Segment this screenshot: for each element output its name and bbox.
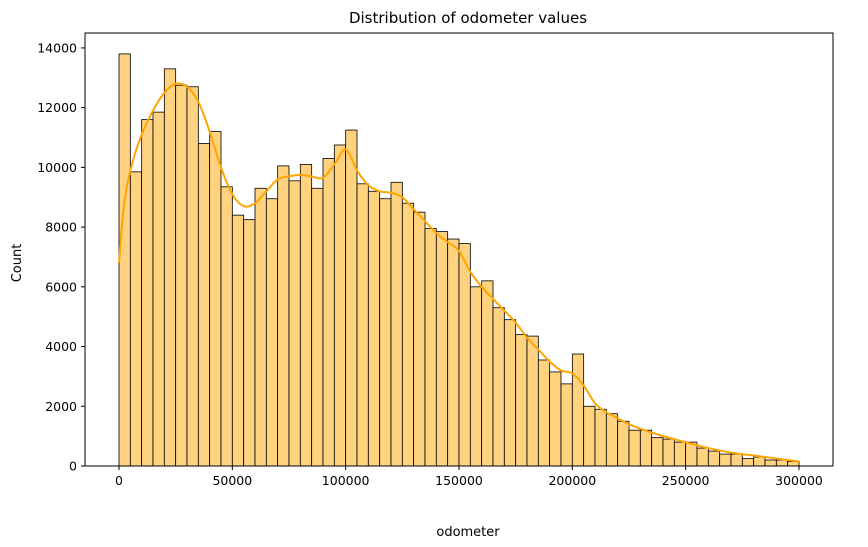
histogram-bar bbox=[741, 458, 755, 467]
y-tick-label: 12000 bbox=[37, 100, 77, 115]
histogram-bar bbox=[730, 453, 743, 467]
histogram-bar bbox=[673, 441, 687, 467]
histogram-bar bbox=[379, 198, 392, 467]
y-tick-label: 6000 bbox=[45, 279, 77, 294]
histogram-bar bbox=[481, 280, 494, 467]
x-tick-label: 300000 bbox=[775, 473, 823, 488]
histogram-bar bbox=[401, 202, 415, 467]
y-tick-label: 0 bbox=[69, 459, 77, 474]
histogram-bar bbox=[605, 413, 619, 467]
y-tick-label: 2000 bbox=[45, 399, 77, 414]
histogram-bar bbox=[288, 180, 301, 467]
histogram-bar bbox=[152, 111, 165, 467]
histogram-bar bbox=[503, 319, 517, 467]
histogram-bar bbox=[220, 186, 233, 467]
histogram-bar bbox=[413, 211, 426, 467]
y-axis-label: Count bbox=[10, 244, 25, 283]
histogram-bar bbox=[231, 214, 245, 467]
histogram-bar bbox=[583, 405, 596, 467]
histogram-bar bbox=[186, 86, 199, 467]
histogram-bar bbox=[764, 459, 777, 467]
y-tick-label: 10000 bbox=[37, 160, 77, 175]
histogram-bar bbox=[775, 459, 789, 467]
histogram-bar bbox=[163, 68, 177, 467]
x-axis-label: odometer bbox=[436, 525, 500, 540]
chart-title: Distribution of odometer values bbox=[349, 9, 587, 27]
histogram-bar bbox=[560, 383, 573, 467]
kde-curve bbox=[118, 82, 800, 463]
histogram-bar bbox=[469, 286, 483, 467]
histogram-bar bbox=[129, 171, 143, 467]
histogram-bar bbox=[299, 163, 313, 467]
histogram-bar bbox=[435, 231, 449, 467]
histogram-bar bbox=[118, 53, 131, 467]
histogram-bar bbox=[549, 371, 562, 467]
x-axis-ticks: 0 50000 100000 150000 200000 250000 300000 bbox=[115, 466, 823, 488]
histogram-bar bbox=[254, 187, 267, 467]
histogram-bar bbox=[753, 456, 766, 467]
histogram-bar bbox=[356, 183, 369, 467]
x-tick-label: 200000 bbox=[548, 473, 596, 488]
histogram-bar bbox=[390, 181, 403, 467]
histogram-bar bbox=[696, 447, 709, 467]
histogram-bar bbox=[197, 143, 211, 467]
y-axis-ticks: 0 2000 4000 6000 8000 10000 12000 14000 bbox=[37, 40, 85, 474]
y-tick-label: 8000 bbox=[45, 220, 77, 235]
histogram-bar bbox=[209, 131, 222, 467]
histogram-bar bbox=[265, 198, 279, 467]
histogram-bar bbox=[537, 359, 551, 467]
histogram-bar bbox=[526, 335, 539, 467]
histogram-bar bbox=[651, 437, 664, 467]
x-tick-label: 100000 bbox=[322, 473, 370, 488]
x-tick-label: 150000 bbox=[435, 473, 483, 488]
histogram-bar bbox=[141, 119, 154, 467]
histogram-bar bbox=[719, 453, 732, 467]
x-tick-label: 0 bbox=[115, 473, 123, 488]
histogram-bar bbox=[662, 438, 675, 467]
histogram-bar bbox=[639, 429, 653, 467]
histogram-bar bbox=[707, 450, 721, 467]
histogram-bar bbox=[594, 408, 607, 467]
histogram-bars bbox=[118, 53, 800, 467]
histogram-bar bbox=[447, 238, 460, 467]
histogram-bar bbox=[333, 144, 347, 467]
histogram-bar bbox=[571, 353, 585, 467]
histogram-bar bbox=[277, 165, 290, 467]
histogram-bar bbox=[311, 187, 324, 467]
histogram-bar bbox=[345, 129, 358, 467]
histogram-bar bbox=[492, 307, 505, 467]
histogram-bar bbox=[367, 190, 381, 467]
y-tick-label: 4000 bbox=[45, 339, 77, 354]
histogram-bar bbox=[243, 219, 256, 467]
histogram-bar bbox=[322, 158, 335, 467]
histogram-bar bbox=[617, 420, 630, 467]
x-tick-label: 50000 bbox=[212, 473, 252, 488]
histogram-bar bbox=[175, 84, 188, 467]
histogram-bar bbox=[458, 243, 471, 467]
y-tick-label: 14000 bbox=[37, 40, 77, 55]
histogram-bar bbox=[424, 228, 437, 467]
histogram-bar bbox=[628, 429, 641, 467]
histogram-bar bbox=[515, 334, 528, 467]
x-tick-label: 250000 bbox=[662, 473, 710, 488]
